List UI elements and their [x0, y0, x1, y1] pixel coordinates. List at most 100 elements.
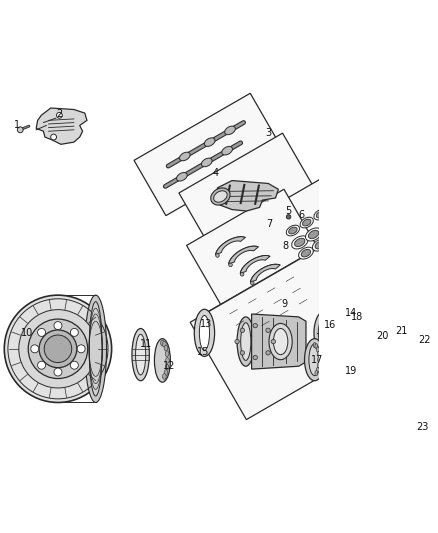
- Ellipse shape: [315, 241, 325, 249]
- Ellipse shape: [222, 147, 233, 155]
- Bar: [226, 305, 241, 319]
- Ellipse shape: [161, 340, 164, 346]
- Circle shape: [403, 362, 409, 367]
- Ellipse shape: [177, 173, 187, 181]
- Text: 9: 9: [281, 299, 287, 309]
- Bar: [258, 317, 273, 330]
- Ellipse shape: [301, 249, 311, 257]
- Ellipse shape: [413, 360, 416, 364]
- Ellipse shape: [408, 356, 411, 360]
- Ellipse shape: [214, 191, 227, 202]
- Ellipse shape: [312, 239, 327, 251]
- Circle shape: [424, 346, 430, 351]
- Ellipse shape: [28, 319, 88, 378]
- Ellipse shape: [420, 347, 424, 351]
- Ellipse shape: [194, 309, 215, 357]
- Polygon shape: [216, 181, 279, 211]
- Ellipse shape: [413, 334, 416, 337]
- Ellipse shape: [289, 227, 297, 234]
- Ellipse shape: [408, 338, 411, 342]
- Circle shape: [400, 346, 405, 351]
- Text: 8: 8: [283, 241, 289, 251]
- Text: 19: 19: [345, 366, 357, 376]
- Ellipse shape: [346, 312, 360, 327]
- Ellipse shape: [269, 324, 292, 360]
- Ellipse shape: [326, 231, 341, 243]
- Ellipse shape: [292, 236, 308, 249]
- Ellipse shape: [300, 217, 313, 228]
- Ellipse shape: [166, 358, 169, 364]
- Bar: [179, 133, 317, 253]
- Circle shape: [51, 134, 57, 140]
- Text: 18: 18: [351, 312, 363, 322]
- Text: 17: 17: [311, 354, 324, 365]
- Ellipse shape: [135, 334, 146, 375]
- Circle shape: [403, 331, 409, 336]
- Ellipse shape: [418, 338, 421, 342]
- Ellipse shape: [418, 356, 421, 360]
- Circle shape: [71, 361, 78, 369]
- Ellipse shape: [162, 342, 166, 347]
- Circle shape: [412, 325, 417, 329]
- Ellipse shape: [304, 338, 325, 381]
- Bar: [247, 169, 380, 294]
- Circle shape: [215, 254, 219, 257]
- Ellipse shape: [162, 374, 166, 379]
- Text: 14: 14: [345, 308, 357, 318]
- Bar: [187, 189, 331, 327]
- Bar: [239, 328, 254, 341]
- Circle shape: [54, 321, 62, 329]
- Polygon shape: [240, 255, 270, 273]
- Ellipse shape: [164, 370, 168, 376]
- Ellipse shape: [273, 328, 288, 354]
- Circle shape: [240, 328, 244, 333]
- Text: 1: 1: [14, 120, 21, 131]
- Ellipse shape: [399, 324, 430, 374]
- Bar: [190, 246, 378, 419]
- Ellipse shape: [319, 220, 336, 233]
- Text: 10: 10: [21, 328, 33, 338]
- Text: 13: 13: [200, 319, 212, 329]
- Polygon shape: [229, 246, 258, 264]
- Circle shape: [38, 328, 46, 336]
- Circle shape: [412, 368, 417, 373]
- Bar: [134, 93, 282, 216]
- Text: 16: 16: [324, 320, 336, 330]
- Circle shape: [38, 361, 46, 369]
- Text: 3: 3: [265, 128, 271, 138]
- Ellipse shape: [316, 211, 325, 218]
- Circle shape: [286, 215, 291, 219]
- Ellipse shape: [85, 295, 106, 402]
- Ellipse shape: [237, 317, 254, 366]
- Ellipse shape: [19, 310, 97, 388]
- Text: 7: 7: [267, 219, 273, 229]
- Ellipse shape: [4, 295, 112, 402]
- Text: 23: 23: [416, 422, 428, 432]
- Ellipse shape: [165, 351, 169, 357]
- Text: 4: 4: [212, 168, 219, 179]
- Bar: [270, 295, 285, 308]
- Text: 21: 21: [396, 326, 408, 336]
- Circle shape: [240, 272, 244, 276]
- Ellipse shape: [406, 332, 424, 366]
- Bar: [264, 283, 279, 297]
- Circle shape: [229, 263, 232, 266]
- Text: 22: 22: [419, 335, 431, 345]
- Ellipse shape: [342, 344, 355, 372]
- Ellipse shape: [308, 230, 319, 239]
- Text: 15: 15: [197, 348, 209, 358]
- Ellipse shape: [241, 322, 251, 360]
- Ellipse shape: [314, 209, 327, 220]
- Circle shape: [349, 316, 357, 324]
- Bar: [283, 272, 298, 286]
- Ellipse shape: [155, 338, 170, 382]
- Ellipse shape: [305, 228, 321, 241]
- Ellipse shape: [201, 158, 212, 167]
- Circle shape: [18, 127, 23, 133]
- Text: 20: 20: [376, 331, 389, 341]
- Ellipse shape: [303, 219, 311, 226]
- Circle shape: [421, 331, 426, 336]
- Ellipse shape: [309, 344, 321, 376]
- Ellipse shape: [132, 328, 149, 381]
- Polygon shape: [251, 314, 306, 369]
